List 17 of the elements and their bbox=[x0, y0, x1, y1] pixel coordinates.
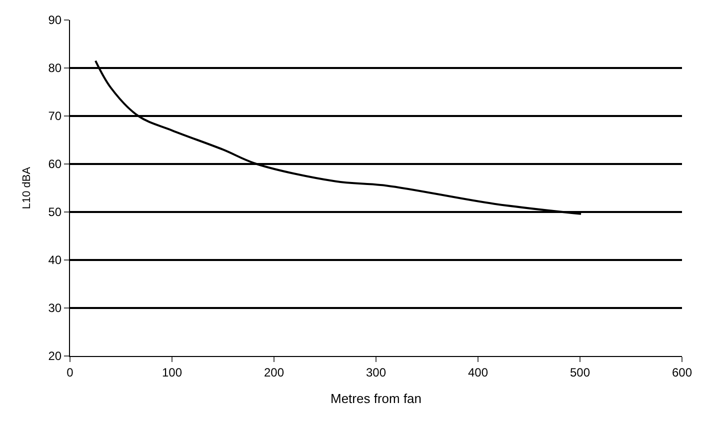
x-tick-label: 600 bbox=[672, 365, 692, 380]
x-tick-label: 500 bbox=[570, 365, 590, 380]
y-tick-label: 60 bbox=[48, 157, 62, 172]
x-tick-label: 300 bbox=[366, 365, 386, 380]
y-tick-label: 80 bbox=[48, 61, 62, 76]
x-axis-title: Metres from fan bbox=[330, 391, 422, 406]
y-tick-label: 40 bbox=[48, 253, 62, 268]
x-tick-label: 200 bbox=[264, 365, 284, 380]
y-tick-label: 20 bbox=[48, 349, 62, 364]
x-tick-label: 0 bbox=[66, 365, 74, 380]
y-axis-title: L10 dBA bbox=[20, 166, 33, 210]
y-tick-label: 90 bbox=[48, 13, 62, 28]
x-tick-label: 400 bbox=[468, 365, 488, 380]
y-tick-label: 30 bbox=[48, 301, 62, 316]
y-tick-label: 50 bbox=[48, 205, 62, 220]
y-tick-label: 70 bbox=[48, 109, 62, 124]
x-tick-label: 100 bbox=[162, 365, 182, 380]
